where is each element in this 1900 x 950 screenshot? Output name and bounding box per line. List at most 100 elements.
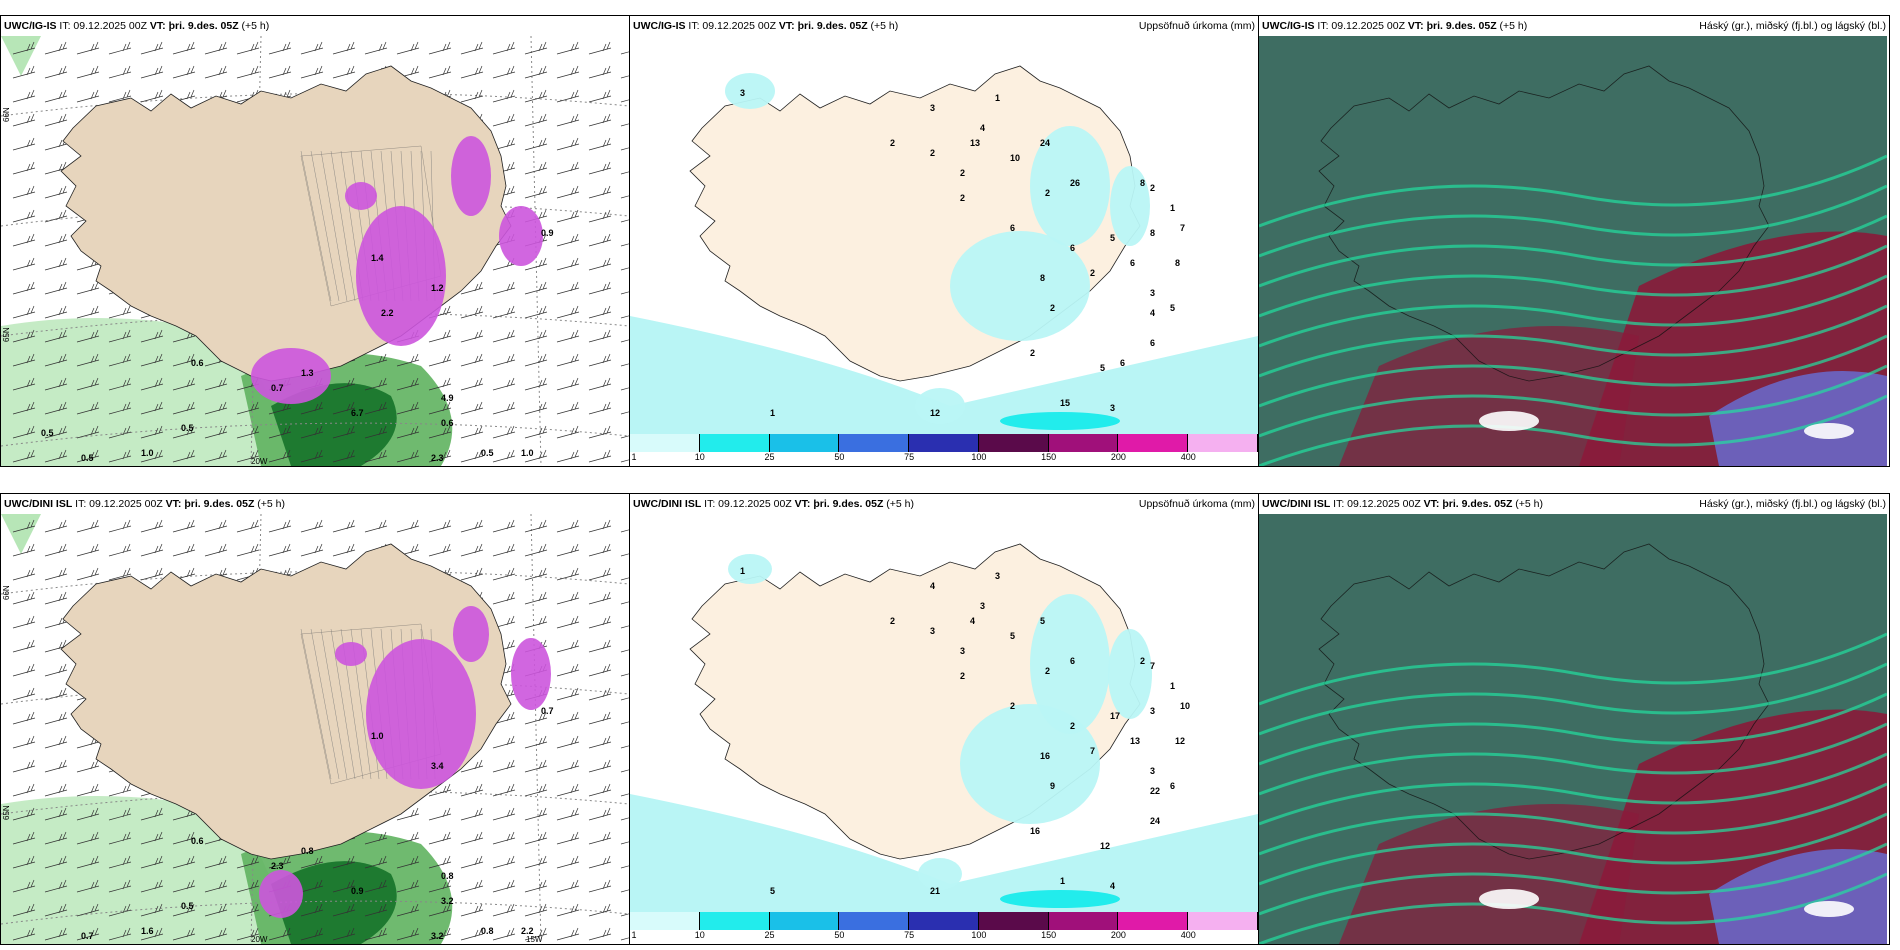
wind-barb [172,519,196,533]
wind-barb [428,65,452,79]
wind-barb [108,449,132,463]
wind-barb [492,855,516,869]
precip-patch [950,231,1090,341]
precip-amount: 24 [1040,138,1050,148]
wind-barb [76,903,100,917]
colorbar-tick: 75 [904,452,915,462]
wind-barb [588,377,612,391]
wind-barb [428,353,452,367]
precip-amount: 2 [1045,188,1050,198]
precip-amount: 2 [1050,303,1055,313]
wind-barb [172,855,196,869]
wind-barb [76,567,100,581]
wind-barb [44,185,68,199]
wind-barb [332,879,356,893]
wind-barb [44,305,68,319]
wind-barb [108,353,132,367]
wind-barb [620,267,629,271]
wind-precip-map[interactable]: 0.6 0.5 0.5 1.0 6.7 1.3 0.5 1.0 0.7 0.6 1.2 1.4 0.9 2… [1,36,629,466]
graticule-line [1,92,629,117]
wind-barb [588,425,612,439]
wind-barb [364,425,388,439]
wind-barb [76,41,100,55]
precip-amount: 4 [1150,308,1155,318]
wind-barb [588,807,612,821]
wind-barb [44,401,68,415]
wind-barb [492,807,516,821]
wind-barb [588,759,612,773]
wind-barb [524,543,548,557]
wind-barb [620,99,629,103]
wind-barb [588,735,612,749]
wind-barb [108,783,132,797]
wind-barb [556,425,580,439]
mid-cloud-contour [1259,274,1887,348]
wind-barb [12,377,36,391]
precip-amount: 21 [930,886,940,896]
wind-barb [396,353,420,367]
mid-cloud-contour [1259,184,1887,258]
wind-barb [396,807,420,821]
cloud-cover-map[interactable] [1259,514,1887,944]
precip-value: 0.7 [271,383,284,393]
wind-barb [460,903,484,917]
wind-barb [236,449,260,463]
wind-barb [44,711,68,725]
precip-amount: 3 [740,88,745,98]
init-time: IT: 09.12.2025 00Z [1317,20,1405,32]
colorbar-swatch [699,912,770,930]
wind-barb [524,353,548,367]
precip-amount: 6 [1130,258,1135,268]
wind-barb [12,903,36,917]
colorbar-tick: 50 [834,930,845,940]
wind-barb [140,927,164,941]
wind-barb [460,449,484,463]
wind-barb [428,543,452,557]
map-layer: 0.6 0.5 0.7 1.6 0.9 0.8 0.8 2.2 2.3 3.2 3.4 1.0 0.7 3… [1,514,629,944]
wind-barb [492,759,516,773]
wind-barb [588,927,612,941]
wind-barb [556,137,580,151]
wind-precip-map[interactable]: 0.6 0.5 0.7 1.6 0.9 0.8 0.8 2.2 2.3 3.2 3.4 1.0 0.7 3… [1,514,629,944]
wind-barb [396,927,420,941]
precip-blob [335,642,367,666]
hatch-line [310,628,340,780]
forecast-offset: (+5 h) [870,20,899,32]
wind-barb [44,449,68,463]
wind-barb [44,807,68,821]
precip-band [1000,890,1120,908]
wind-barb [44,855,68,869]
wind-barb [492,281,516,295]
wind-barb [300,855,324,869]
wind-barb [460,65,484,79]
wind-barb [460,281,484,295]
panel-row2-cloud: UWC/DINI ISL IT: 09.12.2025 00Z VT: þri.… [1258,493,1890,945]
colorbar-tick: 100 [971,452,987,462]
colorbar-swatch [1118,434,1189,452]
wind-barb [492,353,516,367]
wind-barb [332,401,356,415]
wind-barb [556,783,580,797]
graticule-line [1,312,629,337]
precip-amount: 1 [1170,203,1175,213]
wind-barb [620,243,629,247]
wind-barb [588,591,612,605]
wind-barb [108,807,132,821]
precip-band [1000,412,1120,430]
precip-amount: 10 [1180,701,1190,711]
precip-amount: 2 [890,616,895,626]
precip-amount: 5 [1010,631,1015,641]
cloud-cover-map[interactable] [1259,36,1887,466]
panel-header: UWC/DINI ISL IT: 09.12.2025 00Z VT: þri.… [1259,494,1889,514]
mid-cloud-contour [1259,394,1887,466]
colorbar-swatch [630,434,700,452]
wind-barb [492,519,516,533]
wind-barb [300,65,324,79]
colorbar-swatch [909,912,979,930]
wind-barb [140,543,164,557]
colorbar-swatch [839,912,910,930]
forecast-offset: (+5 h) [1499,20,1528,32]
precip-blob [259,870,303,918]
